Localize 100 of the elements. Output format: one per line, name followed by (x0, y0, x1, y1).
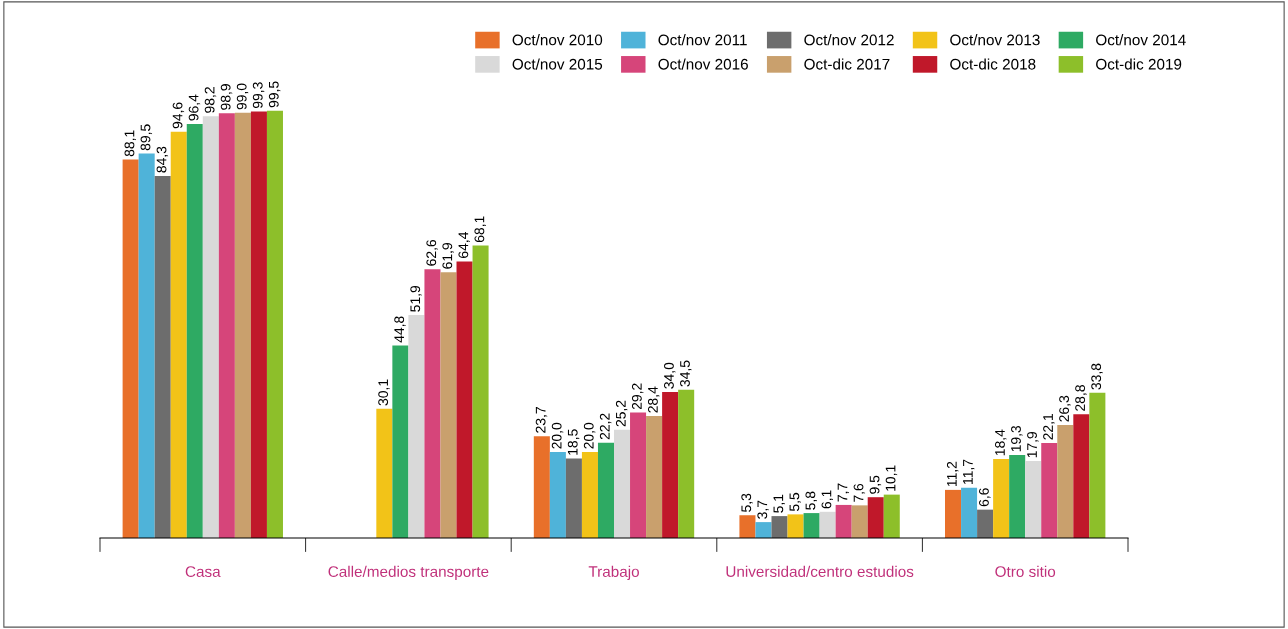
bar (424, 269, 441, 538)
data-label: 34,0 (664, 362, 676, 389)
data-label: 6,1 (821, 490, 833, 509)
data-label: 9,5 (869, 475, 882, 494)
legend-label: Oct/nov 2016 (658, 58, 748, 70)
bar (614, 429, 631, 538)
data-label: 96,4 (188, 94, 201, 121)
data-label: 26,3 (1059, 395, 1071, 422)
data-label: 28,8 (1075, 385, 1087, 411)
data-label: 44,8 (394, 316, 406, 343)
bar (472, 245, 489, 538)
bar (170, 131, 187, 538)
bar (565, 458, 582, 538)
bar (122, 159, 139, 538)
bar (945, 489, 962, 538)
bar (440, 272, 457, 538)
data-label: 5,8 (805, 491, 817, 510)
bar (138, 153, 155, 538)
x-tick-label: Otro sitio (995, 565, 1056, 577)
data-label: 10,1 (885, 465, 898, 491)
data-label: 64,4 (458, 232, 470, 258)
bar (867, 497, 884, 538)
data-label: 62,6 (426, 239, 438, 266)
bar (1073, 414, 1090, 538)
data-label: 99,5 (268, 81, 281, 108)
data-label: 20,0 (583, 422, 596, 449)
data-label: 19,3 (1011, 425, 1023, 452)
bar (630, 412, 647, 538)
data-label: 23,7 (535, 407, 548, 433)
bar (234, 112, 251, 538)
data-label: 29,2 (631, 383, 644, 410)
legend-label: Oct-dic 2017 (804, 58, 890, 70)
bar (1057, 425, 1074, 538)
data-label: 28,4 (647, 386, 660, 413)
legend-label: Oct/nov 2011 (658, 34, 747, 46)
bar (218, 113, 235, 538)
data-label: 98,9 (220, 84, 233, 110)
bar (549, 452, 566, 538)
bar (456, 261, 473, 538)
bar (755, 522, 772, 538)
legend-label: Oct-dic 2019 (1096, 58, 1182, 70)
legend-label: Oct/nov 2013 (950, 34, 1040, 46)
legend-label: Oct/nov 2015 (512, 58, 603, 70)
bar (993, 458, 1010, 538)
bar (202, 116, 219, 538)
bar (186, 123, 203, 538)
bar (646, 416, 663, 538)
bar (771, 516, 788, 538)
x-tick-label: Universidad/centro estudios (726, 565, 914, 577)
data-label: 18,4 (995, 429, 1007, 456)
bar (154, 175, 171, 538)
data-label: 25,2 (615, 400, 628, 427)
data-label: 84,3 (156, 146, 169, 173)
data-label: 5,5 (789, 492, 801, 512)
bar (678, 389, 695, 538)
data-label: 5,3 (741, 493, 753, 512)
data-label: 61,9 (442, 242, 454, 269)
bar (1009, 455, 1026, 538)
bar (851, 505, 868, 538)
bar (803, 513, 820, 538)
bar (662, 391, 679, 538)
legend-label: Oct/nov 2010 (512, 34, 603, 46)
data-label: 94,6 (172, 102, 185, 129)
data-label: 30,1 (378, 379, 390, 406)
bar (835, 504, 852, 538)
data-label: 6,6 (979, 488, 991, 507)
bar (1025, 461, 1042, 538)
bar (597, 442, 614, 538)
data-label: 51,9 (410, 285, 422, 312)
bar (883, 494, 900, 538)
data-label: 99,0 (236, 83, 249, 110)
x-tick-label: Calle/medios transporte (328, 565, 489, 581)
bar (1041, 443, 1058, 538)
data-label: 22,2 (599, 413, 612, 440)
data-label: 22,1 (1043, 413, 1055, 440)
data-label: 3,7 (757, 500, 769, 519)
bar (1089, 392, 1106, 538)
bar (787, 514, 804, 538)
bar (581, 452, 598, 538)
data-label: 34,5 (680, 360, 692, 387)
data-label: 33,8 (1091, 363, 1103, 390)
data-label: 68,1 (474, 216, 486, 243)
data-label: 7,7 (837, 483, 850, 502)
data-label: 88,1 (124, 130, 136, 157)
data-label: 99,3 (252, 82, 265, 109)
data-label: 89,5 (140, 124, 153, 151)
bar (250, 111, 267, 538)
bar (533, 436, 550, 538)
bar (266, 110, 283, 538)
x-tick-label: Casa (185, 566, 221, 577)
bar (739, 515, 756, 538)
bar (819, 511, 836, 538)
bar (392, 345, 409, 538)
data-label: 11,2 (946, 461, 959, 487)
legend-label: Oct-dic 2018 (950, 58, 1036, 70)
data-label: 11,7 (963, 459, 975, 484)
data-label: 98,2 (204, 87, 217, 113)
data-label: 5,1 (773, 494, 785, 513)
legend-label: Oct/nov 2012 (804, 34, 894, 46)
x-tick-label: Trabajo (588, 565, 639, 581)
